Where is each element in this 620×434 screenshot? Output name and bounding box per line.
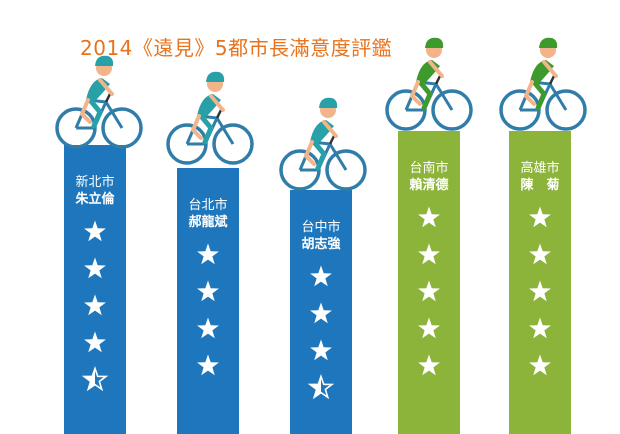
column-bar [64, 145, 126, 434]
star-icon [310, 265, 332, 287]
star-icon [529, 280, 551, 302]
star-icon [418, 317, 440, 339]
half-star-icon [307, 374, 335, 400]
cyclist-icon [279, 97, 367, 191]
city-label: 新北市 [75, 174, 114, 190]
cyclist-icon [499, 37, 587, 131]
cyclist-icon [166, 71, 254, 165]
star-icon [418, 280, 440, 302]
mayor-label: 胡志強 [301, 236, 340, 252]
city-label: 台南市 [409, 160, 448, 176]
mayor-label: 郝龍斌 [188, 214, 227, 230]
mayor-label: 陳 菊 [520, 177, 559, 193]
star-icon [84, 257, 106, 279]
city-label: 台中市 [301, 219, 340, 235]
chart-title: 2014《遠見》5都市長滿意度評鑑 [80, 36, 393, 60]
star-icon [84, 331, 106, 353]
star-icon [418, 206, 440, 228]
cyclist-icon [55, 55, 143, 149]
star-icon [529, 354, 551, 376]
star-icon [197, 354, 219, 376]
cyclist-icon [385, 37, 473, 131]
star-icon [310, 302, 332, 324]
star-icon [197, 243, 219, 265]
star-icon [529, 243, 551, 265]
star-icon [418, 243, 440, 265]
star-icon [529, 206, 551, 228]
star-icon [529, 317, 551, 339]
half-star-icon [81, 366, 109, 392]
star-icon [418, 354, 440, 376]
city-label: 台北市 [188, 197, 227, 213]
column-bar [177, 168, 239, 434]
star-icon [197, 317, 219, 339]
star-icon [197, 280, 219, 302]
star-icon [310, 339, 332, 361]
mayor-label: 朱立倫 [74, 191, 115, 207]
city-label: 高雄市 [520, 160, 559, 176]
mayor-label: 賴清德 [409, 177, 448, 193]
star-icon [84, 294, 106, 316]
star-icon [84, 220, 106, 242]
